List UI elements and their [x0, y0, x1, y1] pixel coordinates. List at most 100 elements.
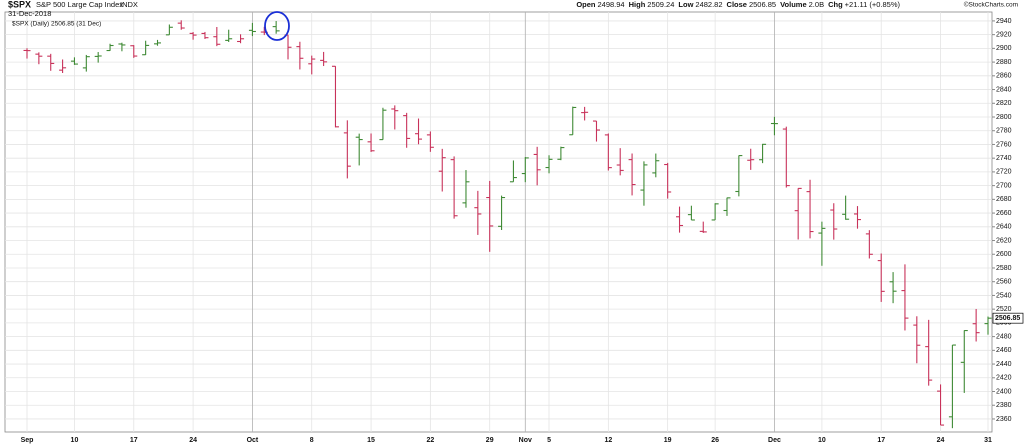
ohlc-bar	[818, 221, 826, 266]
ohlc-bar	[225, 29, 233, 43]
ohlc-bar	[35, 52, 43, 65]
ohlc-bar	[842, 195, 850, 220]
y-tick-label: 2480	[996, 333, 1012, 340]
ohlc-bar	[925, 319, 933, 386]
ohlc-bar	[937, 384, 945, 426]
y-tick-label: 2440	[996, 361, 1012, 368]
ohlc-bar	[545, 155, 553, 174]
y-tick-label: 2400	[996, 388, 1012, 395]
ohlc-bar	[521, 157, 529, 183]
ohlc-bar	[177, 20, 185, 30]
ohlc-bar	[747, 148, 755, 170]
y-tick-label: 2760	[996, 141, 1012, 148]
ohlc-bar	[640, 161, 648, 206]
x-tick-label: 5	[547, 437, 551, 444]
ohlc-bar	[486, 180, 494, 252]
quote-label: Close	[727, 0, 747, 9]
y-tick-label: 2940	[996, 18, 1012, 25]
ohlc-bar	[272, 21, 280, 34]
index-name: S&P 500 Large Cap Index	[36, 0, 123, 9]
ohlc-bar	[118, 42, 126, 52]
quote-label: Chg	[828, 0, 843, 9]
ohlc-bar	[711, 203, 719, 221]
x-tick-label: 10	[71, 437, 79, 444]
ohlc-bar	[403, 112, 411, 148]
quote-value: 2498.94	[597, 0, 624, 9]
x-tick-label: Dec	[768, 437, 781, 444]
ohlc-bar	[830, 203, 838, 240]
ohlc-bar	[201, 31, 209, 39]
exchange: INDX	[120, 0, 138, 9]
legend: $SPX (Daily) 2506.85 (31 Dec)	[12, 21, 101, 28]
ohlc-bar	[853, 206, 861, 229]
ohlc-bar	[604, 133, 612, 171]
ohlc-bar	[367, 133, 375, 152]
y-tick-label: 2740	[996, 155, 1012, 162]
ohlc-bar	[426, 131, 434, 152]
date: 31-Dec-2018	[8, 9, 51, 18]
x-tick-label: 22	[426, 437, 434, 444]
ohlc-bar	[699, 221, 707, 233]
ohlc-bar	[770, 116, 778, 136]
ohlc-bar	[474, 190, 482, 235]
y-tick-label: 2860	[996, 73, 1012, 80]
y-tick-label: 2700	[996, 182, 1012, 189]
ohlc-bar	[106, 43, 114, 52]
x-tick-label: 26	[711, 437, 719, 444]
x-tick-label: Oct	[247, 437, 259, 444]
y-tick-label: 2420	[996, 375, 1012, 382]
highlight-circle	[264, 11, 290, 41]
ohlc-bar	[877, 253, 885, 302]
ohlc-bar	[948, 344, 956, 429]
y-tick-label: 2580	[996, 265, 1012, 272]
y-tick-label: 2880	[996, 59, 1012, 66]
x-tick-label: 24	[937, 437, 945, 444]
y-tick-label: 2800	[996, 114, 1012, 121]
quote-label: Low	[678, 0, 693, 9]
y-tick-label: 2660	[996, 210, 1012, 217]
ohlc-bar	[498, 195, 506, 231]
ohlc-bar	[901, 264, 909, 331]
ohlc-bar	[664, 162, 672, 199]
x-tick-label: 29	[486, 437, 494, 444]
last-price-box	[992, 312, 1024, 324]
ohlc-bar	[509, 160, 517, 183]
x-tick-label: 15	[367, 437, 375, 444]
y-tick-label: 2900	[996, 45, 1012, 52]
y-tick-label: 2600	[996, 251, 1012, 258]
x-tick-label: 31	[984, 437, 992, 444]
ohlc-bar	[913, 316, 921, 364]
plot-frame	[4, 11, 993, 433]
quote-value: +21.11 (+0.85%)	[845, 0, 901, 9]
ohlc-bar	[47, 53, 55, 71]
symbol: $SPX	[8, 0, 31, 9]
y-tick-label: 2360	[996, 416, 1012, 423]
ohlc-bar	[94, 52, 102, 63]
ohlc-bar	[23, 48, 31, 59]
ohlc-bar	[616, 148, 624, 176]
ohlc-bar	[782, 126, 790, 188]
ohlc-bar	[723, 197, 731, 216]
ohlc-bar	[450, 156, 458, 219]
y-tick-label: 2640	[996, 224, 1012, 231]
ohlc-bar	[237, 34, 245, 44]
ohlc-bar	[581, 106, 589, 121]
y-tick-label: 2680	[996, 196, 1012, 203]
y-tick-label: 2920	[996, 31, 1012, 38]
x-tick-label: 10	[818, 437, 826, 444]
ohlc-bar	[569, 106, 577, 136]
x-tick-label: 8	[310, 437, 314, 444]
x-tick-label: 19	[664, 437, 672, 444]
quote-value: 2506.85	[749, 0, 776, 9]
ohlc-bar	[379, 107, 387, 141]
ohlc-bar	[320, 51, 328, 67]
ohlc-bar	[557, 146, 565, 161]
ohlc-bar	[130, 45, 138, 58]
x-tick-label: 12	[604, 437, 612, 444]
ohlc-bar	[331, 65, 339, 128]
ohlc-bar	[628, 153, 636, 196]
x-tick-label: 17	[130, 437, 138, 444]
ohlc-bar	[355, 133, 363, 166]
